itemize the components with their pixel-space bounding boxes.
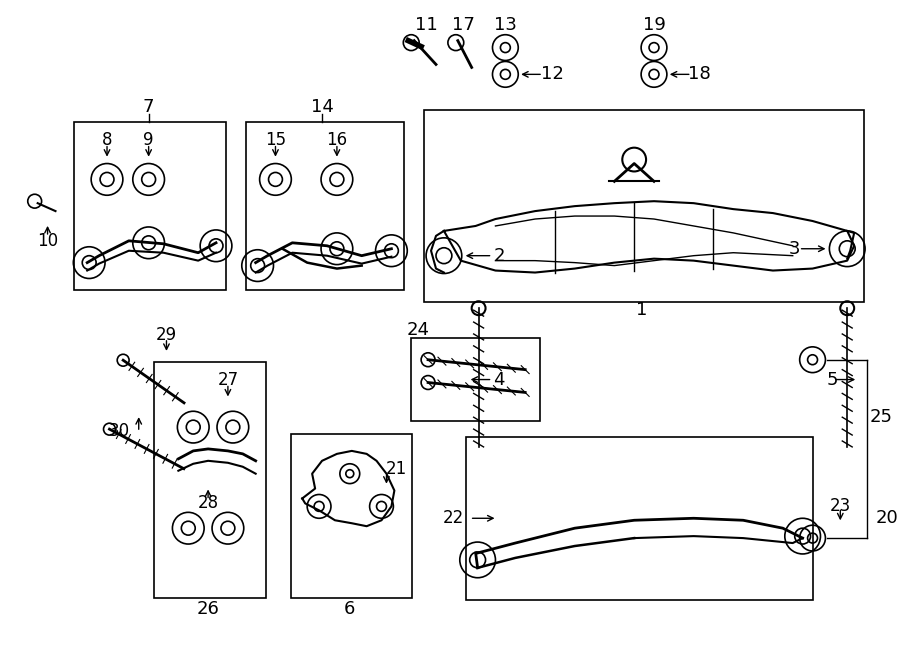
Text: 20: 20 [876, 509, 899, 527]
Text: 9: 9 [143, 131, 154, 149]
Text: 7: 7 [143, 98, 155, 116]
Text: 16: 16 [327, 131, 347, 149]
Bar [424, 110, 864, 302]
Text: 10: 10 [37, 232, 58, 250]
Text: 17: 17 [453, 16, 475, 34]
Text: 15: 15 [265, 131, 286, 149]
Text: 19: 19 [643, 16, 665, 34]
Text: 5: 5 [826, 371, 838, 389]
Text: 1: 1 [636, 301, 648, 319]
Text: 27: 27 [217, 371, 239, 389]
Text: 14: 14 [310, 98, 334, 116]
Text: 25: 25 [870, 408, 893, 426]
Text: 2: 2 [494, 247, 505, 264]
Text: 18: 18 [688, 65, 711, 83]
Text: 6: 6 [344, 600, 356, 619]
Text: 22: 22 [443, 509, 464, 527]
Text: 24: 24 [407, 321, 429, 339]
Bar [465, 437, 813, 600]
Text: 3: 3 [789, 240, 800, 258]
Text: 26: 26 [197, 600, 220, 619]
Text: 11: 11 [415, 16, 437, 34]
Text: 12: 12 [542, 65, 564, 83]
Bar [292, 434, 412, 598]
Text: 21: 21 [386, 460, 407, 478]
Text: 8: 8 [102, 131, 112, 149]
Text: 29: 29 [156, 326, 177, 344]
Bar [411, 338, 540, 421]
Text: 30: 30 [108, 422, 130, 440]
Bar [154, 362, 266, 598]
Text: 13: 13 [494, 16, 517, 34]
Text: 4: 4 [492, 371, 504, 389]
Bar [75, 122, 226, 290]
Bar [246, 122, 404, 290]
Text: 28: 28 [197, 494, 219, 512]
Text: 23: 23 [830, 497, 850, 516]
